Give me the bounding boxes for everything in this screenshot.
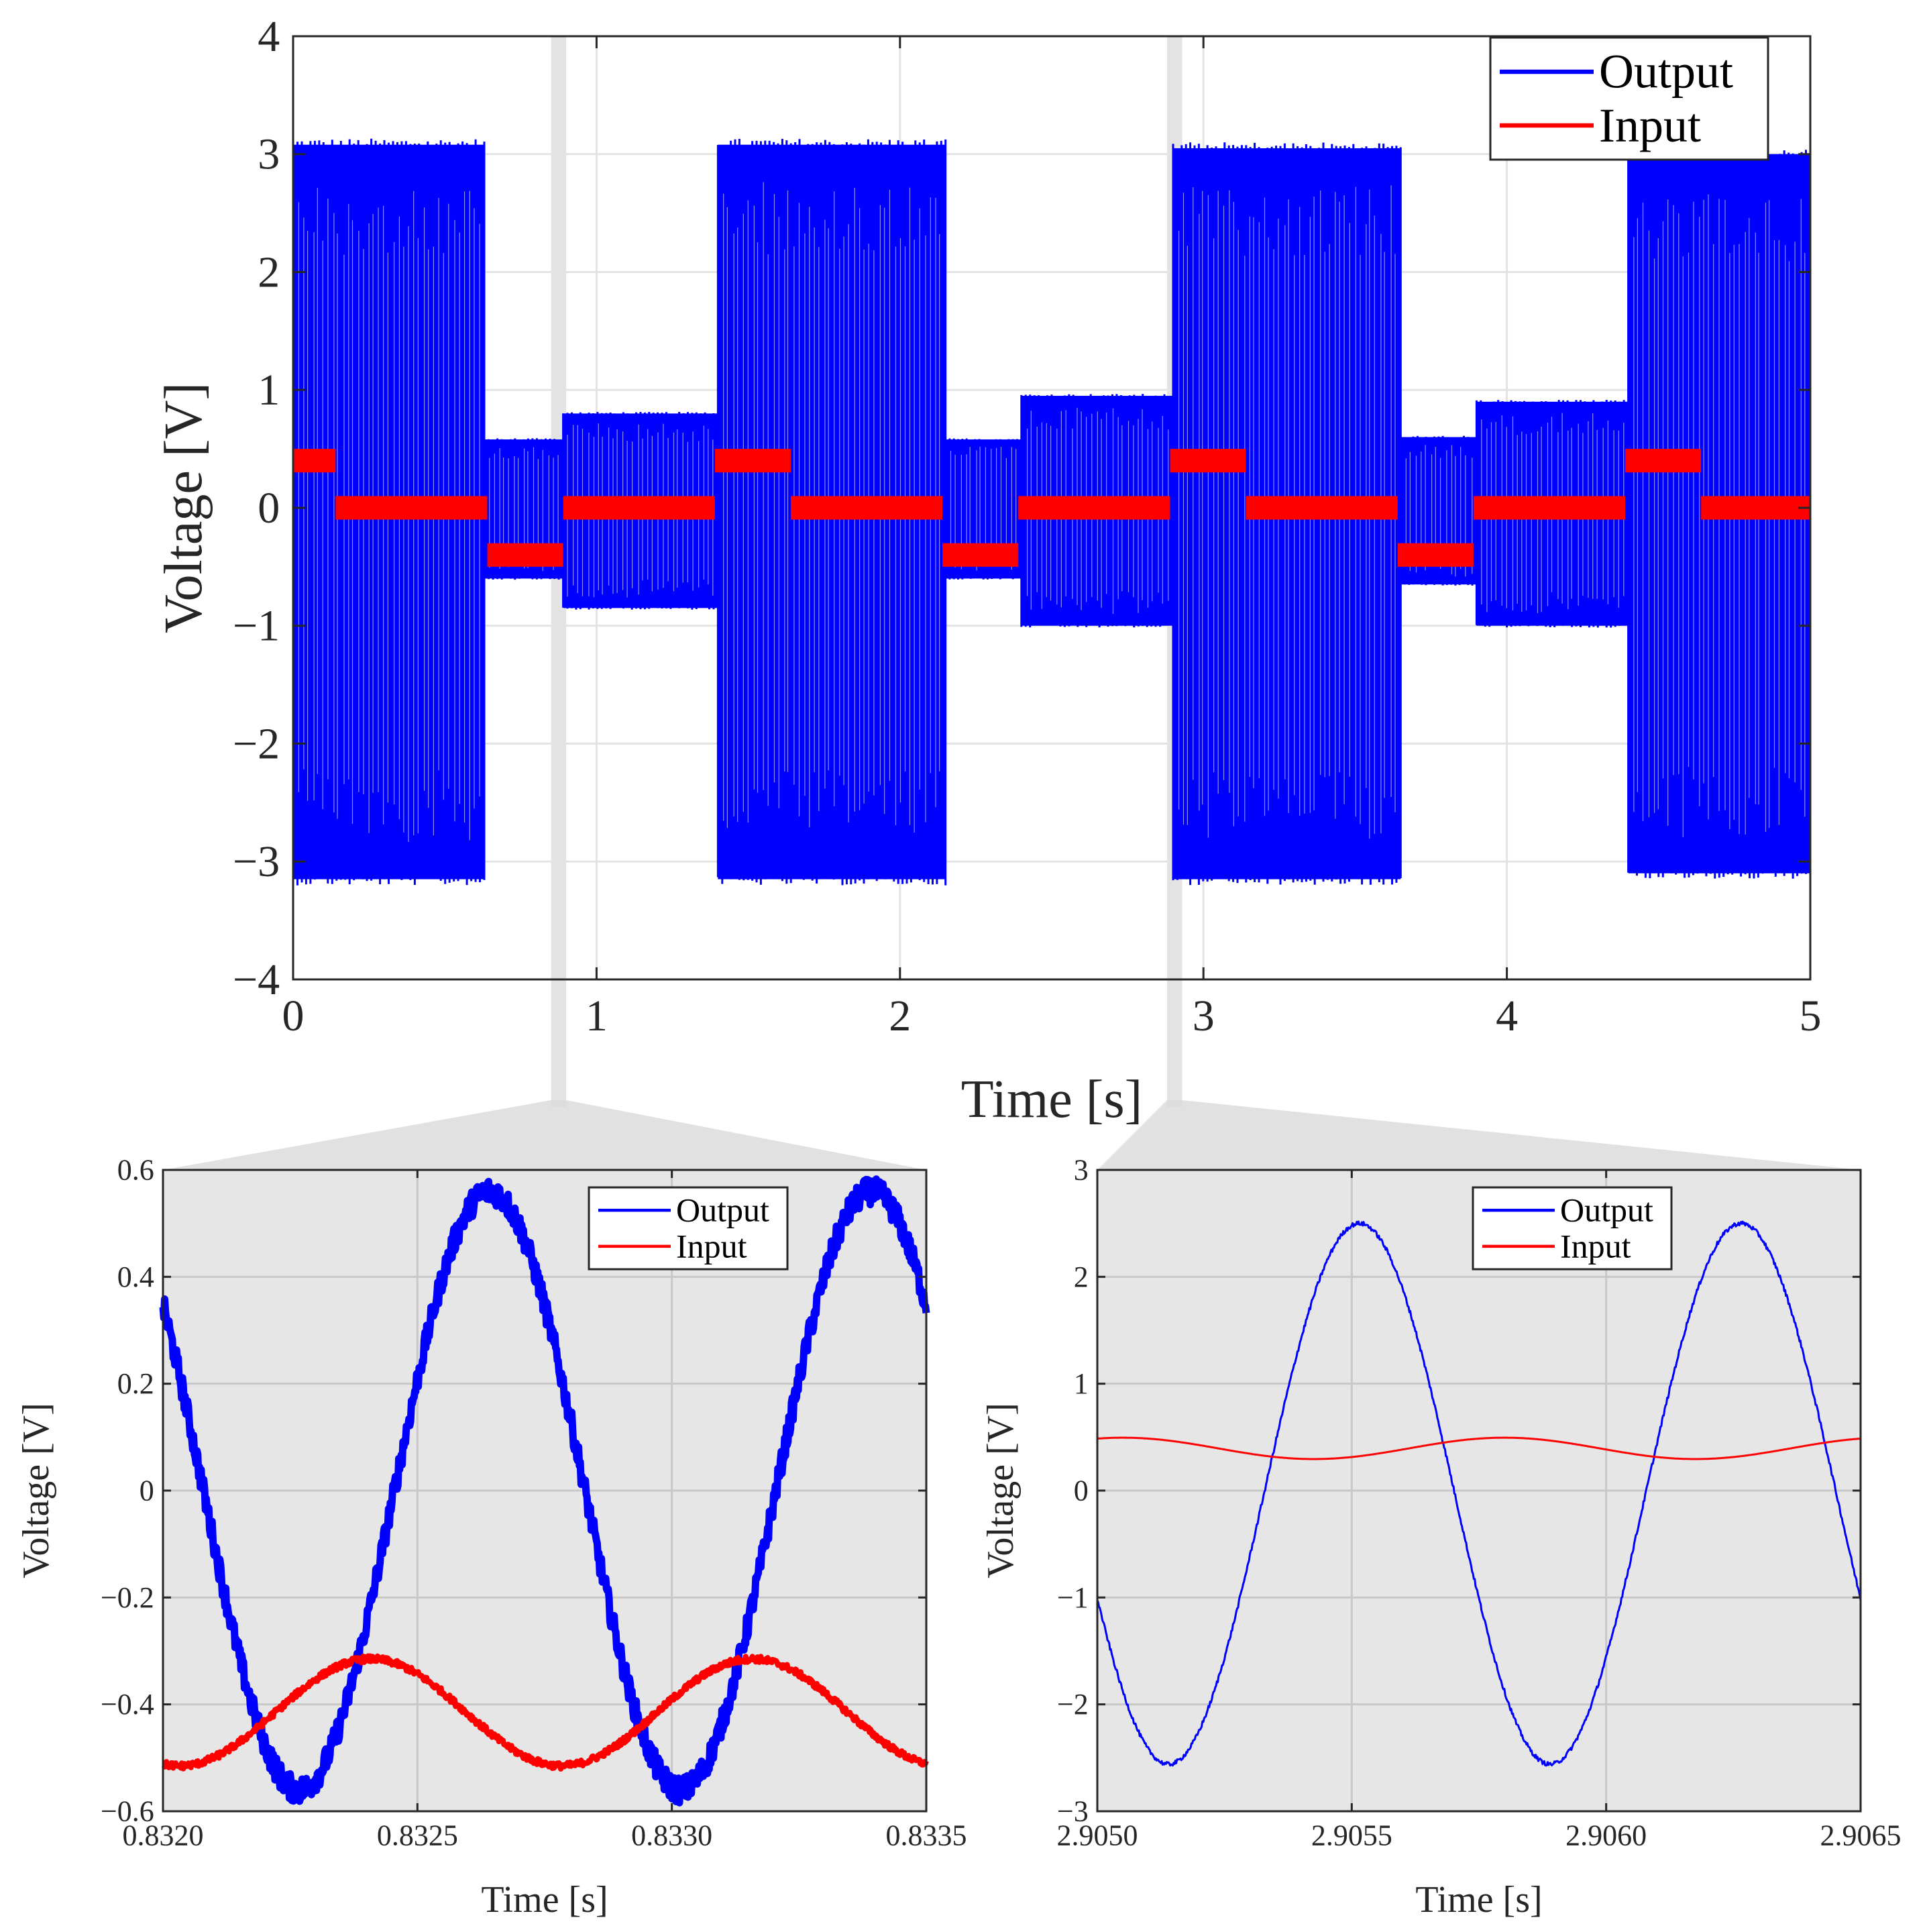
x-tick-label: 0.8335	[886, 1819, 967, 1852]
main-series-input-step	[790, 496, 943, 520]
zoom2-legend-input-label: Input	[1560, 1227, 1631, 1265]
y-tick-label: 2	[258, 248, 280, 297]
y-tick-label: −0.2	[101, 1581, 154, 1614]
main-legend: Output Input	[1489, 36, 1769, 161]
y-tick-label: −1	[1057, 1581, 1089, 1614]
main-legend-input-label: Input	[1599, 99, 1701, 152]
zoom1-legend-box	[588, 1186, 789, 1271]
y-tick-label: −4	[233, 955, 280, 1004]
y-tick-label: −2	[233, 719, 280, 768]
y-tick-label: −1	[233, 602, 280, 651]
zoom1-series-input	[161, 1653, 929, 1772]
main-series-output-texture	[1405, 445, 1473, 577]
x-tick-label: 3	[1193, 991, 1215, 1040]
y-tick-label: 0	[140, 1474, 154, 1507]
main-series-input-step	[1473, 496, 1626, 520]
y-tick-label: 0	[1074, 1474, 1089, 1507]
y-tick-label: 1	[258, 366, 280, 415]
x-tick-label: 2.9060	[1565, 1819, 1647, 1852]
zoom1-series	[159, 1175, 930, 1807]
zoom2-series	[1096, 1220, 1862, 1767]
main-series-input-step	[942, 543, 1019, 567]
main-series	[292, 138, 1812, 885]
zoom-connector-2	[1097, 1100, 1861, 1170]
main-series-input-step	[487, 543, 563, 567]
main-legend-box	[1489, 36, 1769, 161]
y-tick-label: 0.6	[117, 1154, 154, 1187]
zoom1-ticks: 0.8320 0.8325 0.8330 0.8335 −0.6 −0.4 −0.2 0 0.2…	[101, 1154, 967, 1852]
main-chart: 0 1 2 3 4 5 −4 −3 −2 −1 0 1 2 3 4 Time [s] Voltage [V]…	[154, 12, 1822, 1129]
main-series-input-step	[1018, 496, 1170, 520]
x-tick-label: 4	[1496, 991, 1518, 1040]
zoom-connector-1	[163, 1100, 926, 1170]
y-tick-label: 1	[1074, 1367, 1089, 1400]
zoom1-y-axis-label: Voltage [V]	[15, 1403, 57, 1578]
y-tick-label: 3	[1074, 1154, 1089, 1187]
main-series-input-step	[293, 449, 336, 473]
x-tick-label: 0.8320	[123, 1819, 204, 1852]
main-x-axis-label: Time [s]	[961, 1070, 1142, 1129]
y-tick-label: 0.2	[117, 1367, 154, 1400]
main-y-axis-label: Voltage [V]	[154, 382, 213, 633]
y-tick-label: −2	[1057, 1688, 1089, 1721]
zoom1-legend-output-label: Output	[676, 1191, 769, 1229]
main-ticks: 0 1 2 3 4 5 −4 −3 −2 −1 0 1 2 3 4	[233, 12, 1822, 1040]
x-tick-label: 2	[889, 991, 911, 1040]
zoom2-legend-box	[1472, 1186, 1673, 1271]
main-series-output-texture	[950, 446, 1017, 571]
main-legend-output-label: Output	[1599, 45, 1733, 99]
main-series-input-step	[1397, 543, 1474, 567]
zoom2-y-axis-label: Voltage [V]	[980, 1403, 1022, 1578]
y-tick-label: 0	[258, 484, 280, 533]
y-tick-label: −3	[233, 837, 280, 886]
main-series-input-step	[563, 496, 715, 520]
zoom2-chart: 2.9050 2.9055 2.9060 2.9065 −3 −2 −1 0 1 2 3 Time …	[980, 1154, 1902, 1921]
x-tick-label: 2.9050	[1057, 1819, 1138, 1852]
x-tick-label: 1	[586, 991, 608, 1040]
main-series-output-spikes	[1399, 435, 1478, 586]
zoom2-series-output	[1096, 1220, 1862, 1767]
x-tick-label: 2.9065	[1820, 1819, 1902, 1852]
main-series-input-step	[714, 449, 791, 473]
main-series-input	[293, 449, 1810, 567]
y-tick-label: 0.4	[117, 1260, 154, 1293]
zoom1-series-output	[159, 1175, 930, 1807]
y-tick-label: 3	[258, 130, 280, 179]
x-tick-label: 0	[282, 991, 305, 1040]
y-tick-label: 4	[258, 12, 280, 61]
y-tick-label: −0.4	[101, 1688, 154, 1721]
zoom2-series-input	[1097, 1436, 1861, 1460]
zoom1-legend-input-label: Input	[676, 1227, 747, 1265]
zoom1-legend: Output Input	[588, 1186, 789, 1271]
x-tick-label: 5	[1800, 991, 1822, 1040]
main-series-input-step	[1246, 496, 1398, 520]
main-series-input-step	[1170, 449, 1246, 473]
main-series-input-step	[335, 496, 488, 520]
main-series-input-step	[1701, 496, 1810, 520]
main-series-output-texture	[489, 447, 559, 572]
zoom2-x-axis-label: Time [s]	[1415, 1879, 1542, 1921]
y-tick-label: −0.6	[101, 1795, 154, 1828]
zoom2-ticks: 2.9050 2.9055 2.9060 2.9065 −3 −2 −1 0 1 2 3	[1057, 1154, 1902, 1852]
y-tick-label: −3	[1057, 1795, 1089, 1828]
zoom1-chart: 0.8320 0.8325 0.8330 0.8335 −0.6 −0.4 −0.2 0 0.2…	[15, 1154, 967, 1921]
zoom2-legend: Output Input	[1472, 1186, 1673, 1271]
x-tick-label: 0.8325	[377, 1819, 458, 1852]
y-tick-label: 2	[1074, 1260, 1089, 1293]
x-tick-label: 0.8330	[631, 1819, 712, 1852]
main-series-input-step	[1625, 449, 1702, 473]
zoom-connectors	[163, 1100, 1861, 1170]
x-tick-label: 2.9055	[1311, 1819, 1392, 1852]
zoom1-x-axis-label: Time [s]	[481, 1879, 608, 1921]
zoom2-legend-output-label: Output	[1560, 1191, 1653, 1229]
